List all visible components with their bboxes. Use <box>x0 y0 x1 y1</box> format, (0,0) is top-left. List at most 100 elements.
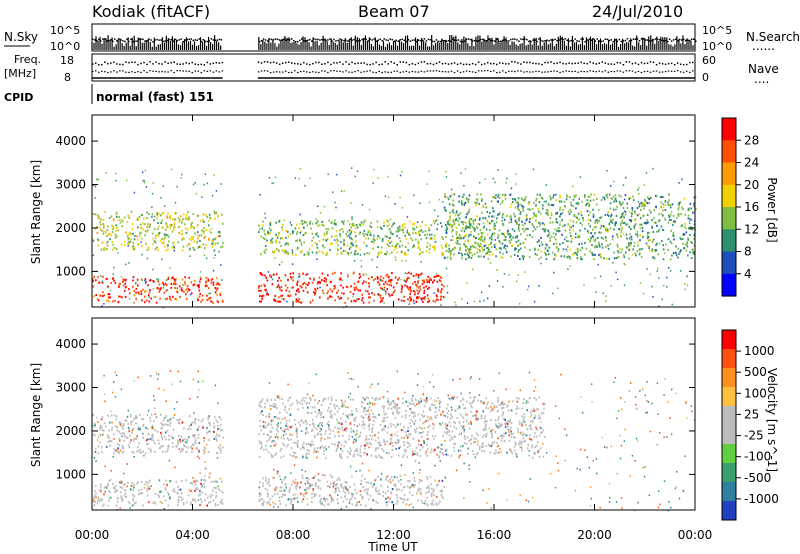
echo-cell <box>494 228 497 230</box>
echo-cell <box>406 285 408 288</box>
echo-cell <box>452 199 455 202</box>
echo-cell <box>262 224 264 227</box>
nsearch-dot <box>341 39 343 42</box>
echo-cell <box>148 213 150 215</box>
nave-dot <box>351 71 353 73</box>
echo-cell <box>692 251 695 254</box>
noise-cell <box>266 291 268 294</box>
freq-dot <box>200 63 203 66</box>
echo-cell <box>642 204 645 207</box>
echo-cell <box>206 298 209 301</box>
echo-cell <box>463 202 466 205</box>
echo-cell <box>180 447 183 450</box>
echo-cell <box>99 427 101 430</box>
echo-cell <box>151 426 154 428</box>
nave-dot <box>571 71 573 73</box>
nsky-rtick-top: 10^5 <box>702 24 732 37</box>
echo-cell <box>527 227 529 230</box>
echo-cell <box>111 231 114 234</box>
echo-cell <box>152 237 155 240</box>
echo-cell <box>396 496 398 499</box>
echo-cell <box>102 291 104 294</box>
echo-cell <box>354 488 356 491</box>
echo-cell <box>132 427 135 430</box>
echo-cell <box>284 274 287 277</box>
echo-cell <box>185 293 187 296</box>
echo-cell <box>305 488 308 491</box>
echo-cell <box>123 289 126 292</box>
noise-cell <box>428 201 431 204</box>
echo-cell <box>377 246 379 249</box>
echo-cell <box>325 227 328 230</box>
noise-cell <box>468 233 470 236</box>
echo-cell <box>409 296 411 299</box>
echo-cell <box>486 252 488 254</box>
echo-cell <box>208 213 211 216</box>
echo-cell <box>464 235 466 238</box>
echo-cell <box>146 443 148 445</box>
echo-cell <box>475 198 478 201</box>
echo-cell <box>143 486 146 489</box>
echo-cell <box>116 500 119 503</box>
echo-cell <box>573 213 576 216</box>
echo-cell <box>114 282 117 285</box>
echo-cell <box>295 253 297 256</box>
echo-cell <box>576 216 578 219</box>
echo-cell <box>397 227 399 230</box>
echo-cell <box>306 481 309 484</box>
echo-cell <box>351 494 354 497</box>
echo-cell <box>640 201 643 204</box>
echo-cell <box>175 277 177 280</box>
nsearch-dot <box>618 38 621 41</box>
echo-cell <box>375 478 377 481</box>
noise-cell <box>442 201 444 203</box>
echo-cell <box>170 224 172 227</box>
echo-cell <box>260 289 262 292</box>
echo-cell <box>342 286 344 289</box>
nave-dot <box>607 71 610 73</box>
echo-cell <box>482 217 484 220</box>
nave-dot <box>477 70 480 72</box>
echo-cell <box>654 250 656 253</box>
echo-cell <box>329 249 331 252</box>
nave-rtick-bottom: 0 <box>702 71 709 84</box>
echo-cell <box>421 279 424 282</box>
nave-dot <box>182 70 184 72</box>
echo-cell <box>147 432 150 435</box>
echo-cell <box>115 418 118 421</box>
freq-dot <box>538 63 540 65</box>
echo-cell <box>469 421 472 424</box>
nsearch-dot <box>288 39 291 41</box>
echo-cell <box>596 221 599 224</box>
echo-cell <box>598 254 600 257</box>
echo-cell <box>327 228 330 231</box>
echo-cell <box>321 220 323 223</box>
nave-dot <box>634 71 637 73</box>
echo-cell <box>476 198 479 201</box>
echo-cell <box>334 491 336 494</box>
echo-cell <box>275 221 277 224</box>
echo-cell <box>498 229 501 232</box>
echo-cell <box>205 284 207 286</box>
echo-cell <box>355 492 358 495</box>
echo-cell <box>639 217 642 220</box>
echo-cell <box>109 444 111 447</box>
echo-cell <box>600 199 603 201</box>
echo-cell <box>176 492 178 495</box>
echo-cell <box>270 229 272 232</box>
noise-cell <box>119 283 121 285</box>
echo-cell <box>475 215 478 218</box>
echo-cell <box>325 280 327 283</box>
echo-cell <box>144 234 146 237</box>
noise-cell <box>615 271 617 274</box>
freq-dot <box>517 62 519 64</box>
echo-cell <box>432 219 435 222</box>
echo-cell <box>263 232 266 235</box>
echo-cell <box>354 497 356 500</box>
noise-cell <box>319 286 321 289</box>
echo-cell <box>220 429 222 432</box>
nsearch-dot <box>676 39 679 42</box>
noise-cell <box>413 194 415 197</box>
echo-cell <box>412 231 415 234</box>
echo-cell <box>181 237 183 240</box>
